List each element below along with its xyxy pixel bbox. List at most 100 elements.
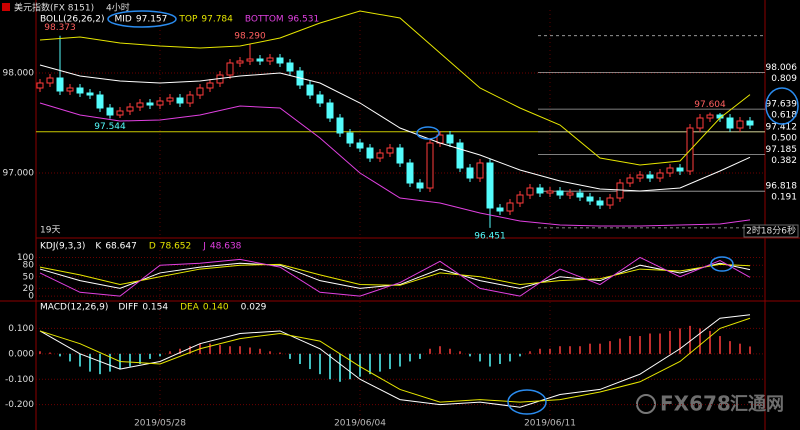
fib-price: 96.818 bbox=[766, 182, 798, 192]
y-tick-label: 20 bbox=[23, 284, 35, 294]
instrument-title: 美元指数(FX 8151) bbox=[14, 2, 94, 14]
candle-body bbox=[706, 114, 714, 119]
countdown: 2时18分6秒 bbox=[746, 225, 796, 237]
candle-body bbox=[186, 94, 194, 104]
candle-body bbox=[56, 77, 64, 92]
candle-body bbox=[116, 110, 124, 116]
legend-entry: 97.784 bbox=[201, 15, 233, 25]
legend-entry: 0.029 bbox=[241, 303, 267, 313]
candle-body bbox=[496, 207, 504, 212]
watermark-logo bbox=[636, 394, 656, 414]
candle-body bbox=[146, 102, 154, 106]
fib-price: 98.006 bbox=[766, 63, 798, 73]
candle-body bbox=[636, 174, 644, 179]
legend-entry: 0.140 bbox=[203, 303, 229, 313]
fib-ratio: 0.618 bbox=[771, 111, 797, 121]
axis-bg bbox=[765, 0, 800, 430]
legend-entry: K bbox=[95, 242, 102, 252]
indicator-line bbox=[39, 317, 751, 403]
indicator-line bbox=[39, 64, 751, 192]
candle-body bbox=[376, 152, 384, 159]
y-tick-label: 80 bbox=[23, 261, 35, 271]
candle-body bbox=[586, 196, 594, 202]
candle-body bbox=[126, 106, 134, 112]
legend-entry: 97.157 bbox=[136, 15, 168, 25]
candle-body bbox=[326, 102, 334, 119]
candle-body bbox=[466, 167, 474, 179]
candle-body bbox=[336, 117, 344, 134]
candle-body bbox=[346, 132, 354, 144]
indicator-line bbox=[39, 263, 751, 286]
fib-price: 97.185 bbox=[766, 145, 798, 155]
candle-body bbox=[176, 97, 184, 104]
candle-body bbox=[86, 92, 94, 96]
x-tick-label: 2019/05/28 bbox=[134, 419, 186, 429]
candle-body bbox=[226, 62, 234, 76]
candle-body bbox=[76, 87, 84, 94]
price-annotation: 97.604 bbox=[694, 100, 726, 110]
candle-body bbox=[356, 142, 364, 149]
legend-entry: 0.154 bbox=[142, 303, 168, 313]
candle-body bbox=[36, 82, 44, 89]
indicator-line bbox=[39, 256, 751, 297]
candle-body bbox=[166, 97, 174, 102]
legend-entry: BOTTOM bbox=[245, 15, 284, 25]
indicator-line bbox=[39, 102, 751, 227]
y-tick-label: 100 bbox=[17, 253, 34, 263]
x-tick-label: 2019/06/04 bbox=[334, 419, 386, 429]
legend-entry: KDJ(9,3,3) bbox=[40, 242, 85, 252]
indicator-line bbox=[39, 10, 751, 166]
candle-body bbox=[46, 77, 54, 84]
candle-body bbox=[526, 187, 534, 196]
legend-entry: 48.638 bbox=[210, 242, 242, 252]
legend-entry: 78.652 bbox=[160, 242, 192, 252]
candle-body bbox=[366, 147, 374, 159]
fib-ratio: 0.382 bbox=[771, 156, 797, 166]
indicator-line bbox=[39, 314, 751, 408]
candle-body bbox=[486, 162, 494, 209]
candle-body bbox=[276, 57, 284, 64]
candle-body bbox=[536, 187, 544, 194]
legend-entry: DIFF bbox=[118, 303, 138, 313]
candle-body bbox=[686, 127, 694, 172]
y-tick-label: 0 bbox=[28, 292, 34, 302]
y-tick-label: 0.000 bbox=[8, 349, 34, 359]
candle-body bbox=[106, 107, 114, 116]
legend-entry: 68.647 bbox=[105, 242, 137, 252]
highlight bbox=[765, 87, 799, 125]
candle-body bbox=[426, 142, 434, 189]
candle-body bbox=[516, 194, 524, 204]
candle-body bbox=[236, 60, 244, 64]
marks: 98.000 97.000 2019/05/28 2019/06/04 2019/06/… bbox=[3, 10, 798, 429]
highlight bbox=[107, 10, 177, 28]
candle-body bbox=[406, 162, 414, 184]
price-annotation: 98.290 bbox=[234, 32, 266, 42]
legend-entry: DEA bbox=[180, 303, 200, 313]
candle-body bbox=[656, 172, 664, 179]
candle-body bbox=[156, 100, 164, 106]
period: 4小时 bbox=[106, 2, 130, 14]
fib-price: 97.639 bbox=[766, 100, 798, 110]
legend-entry: BOLL(26,26,2) bbox=[40, 15, 105, 25]
fib-ratio: 0.500 bbox=[771, 133, 797, 143]
candle-body bbox=[416, 182, 424, 189]
candle-body bbox=[136, 102, 144, 108]
legend-entry: MID bbox=[115, 15, 132, 25]
countdown-box bbox=[743, 224, 799, 238]
indicator-line bbox=[39, 262, 751, 289]
user-highlights bbox=[107, 10, 799, 415]
legend-entry: D bbox=[149, 242, 156, 252]
candle-body bbox=[596, 200, 604, 206]
watermark-brand: FX678 bbox=[660, 392, 731, 416]
y-tick-label: 98.000 bbox=[3, 69, 35, 79]
candle-body bbox=[66, 87, 74, 92]
highlight bbox=[710, 256, 734, 272]
highlight bbox=[507, 389, 547, 415]
candle-body bbox=[556, 190, 564, 196]
candle-body bbox=[736, 120, 744, 129]
fib-ratio: 0.809 bbox=[771, 74, 797, 84]
candle-body bbox=[606, 197, 614, 206]
candle-body bbox=[256, 58, 264, 62]
candle-body bbox=[646, 174, 654, 179]
